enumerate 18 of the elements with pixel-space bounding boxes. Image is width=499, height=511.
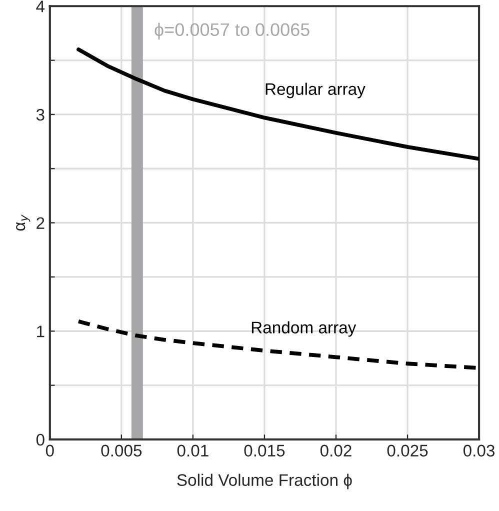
y-tick-label: 0	[36, 434, 44, 446]
series-label: Random array	[252, 321, 356, 337]
y-tick-label: 1	[37, 326, 44, 338]
x-tick-label: 0.015	[244, 444, 285, 457]
x-tick-label: 0	[46, 444, 54, 457]
y-axis-title: α$_{y}$	[16, 214, 30, 231]
series-label: Regular array	[266, 82, 366, 98]
y-tick-label: 3	[36, 108, 44, 121]
x-tick-label: 0.01	[177, 444, 208, 457]
band-label: ϕ=0.0057 to 0.0065	[154, 22, 310, 40]
x-tick-label: 0.005	[101, 444, 142, 457]
x-tick-label: 0.03	[463, 444, 495, 457]
y-tick-label: 2	[36, 217, 44, 229]
x-tick-label: 0.02	[320, 444, 352, 457]
y-tick-label: 4	[36, 0, 45, 12]
x-axis-title: Solid Volume Fraction ϕ	[177, 474, 352, 490]
x-tick-label: 0.025	[387, 444, 428, 457]
line-series	[76, 48, 480, 161]
